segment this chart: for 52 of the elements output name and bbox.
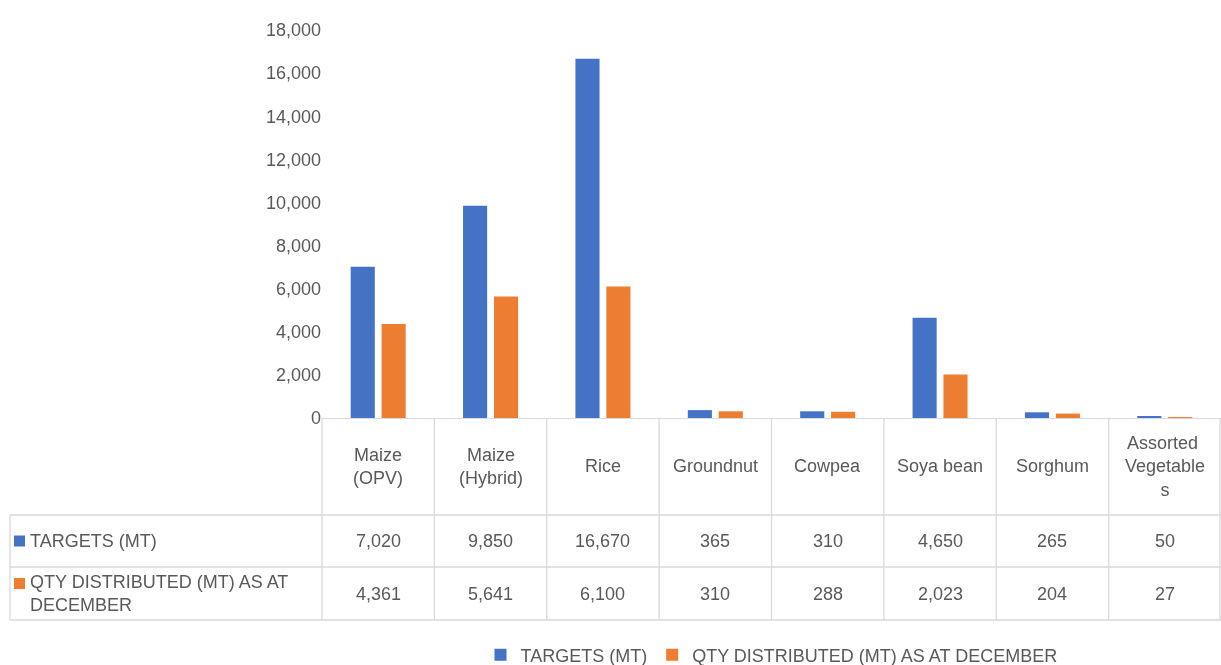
data-label: 2,023 [918, 584, 964, 604]
data-label: 27 [1155, 584, 1176, 604]
bar [943, 374, 968, 418]
data-label: 310 [700, 584, 731, 604]
data-label: 5,641 [468, 584, 514, 604]
legend-label: TARGETS (MT) [30, 531, 157, 551]
data-label: 50 [1155, 531, 1176, 551]
x-tick-label: Assorted Vegetables [1125, 433, 1206, 500]
text: TARGETS (MT) [520, 645, 648, 665]
bar [575, 58, 600, 418]
data-label: 16,670 [575, 531, 631, 551]
bar [381, 324, 406, 418]
data-label: 365 [700, 531, 731, 551]
x-tick-label: Sorghum [1016, 456, 1090, 476]
x-tick-label: Soya bean [897, 456, 984, 476]
data-label: 288 [813, 584, 844, 604]
bar [831, 411, 856, 418]
bar [463, 205, 488, 418]
y-tick-label: 8,000 [275, 235, 321, 256]
y-tick-label: 0 [310, 408, 321, 429]
legend-label: QTY DISTRIBUTED (MT) AS AT DECEMBER [30, 572, 289, 616]
x-tick-label: Rice [585, 456, 622, 476]
x-tick-label: Groundnut [673, 456, 759, 476]
x-tick-label: Cowpea [794, 456, 862, 476]
data-label: 9,850 [468, 531, 514, 551]
y-tick-label: 2,000 [275, 365, 321, 386]
y-tick-label: 10,000 [265, 192, 321, 213]
bar [800, 411, 825, 418]
bar [912, 317, 937, 418]
text: QTY DISTRIBUTED (MT) AS AT DECEMBER [692, 645, 1058, 665]
bar [718, 411, 743, 418]
data-label: 204 [1037, 584, 1068, 604]
y-tick-label: 6,000 [275, 278, 321, 299]
y-tick-label: 12,000 [265, 149, 321, 170]
y-tick-label: 4,000 [275, 322, 321, 343]
y-tick-label: 14,000 [265, 106, 321, 127]
bar [493, 296, 519, 418]
bar [1055, 413, 1080, 418]
data-label: 7,020 [356, 531, 402, 551]
bar [1024, 412, 1050, 418]
y-tick-label: 18,000 [265, 20, 321, 41]
bar [350, 266, 375, 418]
x-tick-label: Maize (Hybrid) [459, 445, 524, 489]
data-label: 6,100 [580, 584, 626, 604]
data-label: 310 [813, 531, 844, 551]
data-label: 4,650 [918, 531, 964, 551]
data-label: 265 [1037, 531, 1068, 551]
x-tick-label: Maize (OPV) [353, 445, 404, 489]
data-label: 4,361 [356, 584, 402, 604]
bar [606, 286, 631, 418]
y-tick-label: 16,000 [265, 63, 321, 84]
bar [687, 410, 712, 418]
